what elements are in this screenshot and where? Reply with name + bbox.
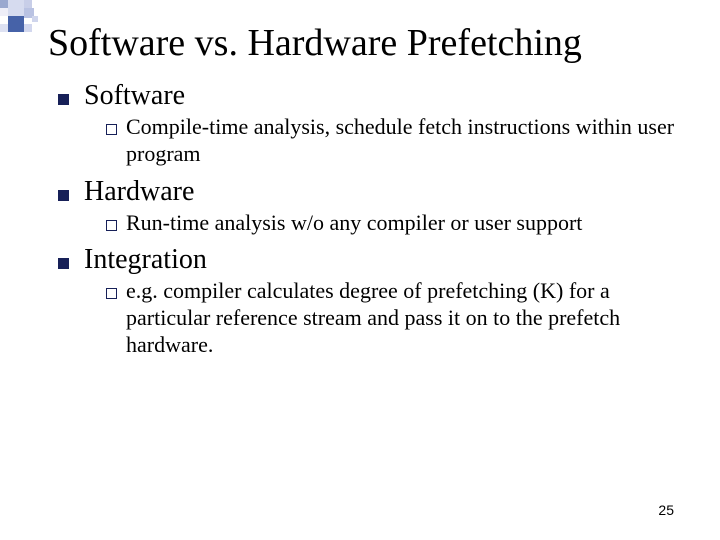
list-heading: Hardware — [84, 176, 194, 207]
list-item: Software Compile-time analysis, schedule… — [56, 80, 680, 168]
sub-item: Run-time analysis w/o any compiler or us… — [104, 210, 680, 237]
sub-list: Run-time analysis w/o any compiler or us… — [84, 210, 680, 237]
list-item: Integration e.g. compiler calculates deg… — [56, 244, 680, 358]
page-number: 25 — [658, 502, 674, 518]
sub-item: Compile-time analysis, schedule fetch in… — [104, 114, 680, 168]
list-heading: Software — [84, 80, 185, 111]
list-heading: Integration — [84, 244, 207, 275]
sub-item: e.g. compiler calculates degree of prefe… — [104, 278, 680, 358]
bullet-list: Software Compile-time analysis, schedule… — [48, 80, 680, 359]
slide: Software vs. Hardware Prefetching Softwa… — [0, 0, 720, 540]
list-item: Hardware Run-time analysis w/o any compi… — [56, 176, 680, 237]
sub-list: Compile-time analysis, schedule fetch in… — [84, 114, 680, 168]
sub-list: e.g. compiler calculates degree of prefe… — [84, 278, 680, 358]
slide-title: Software vs. Hardware Prefetching — [48, 24, 680, 64]
